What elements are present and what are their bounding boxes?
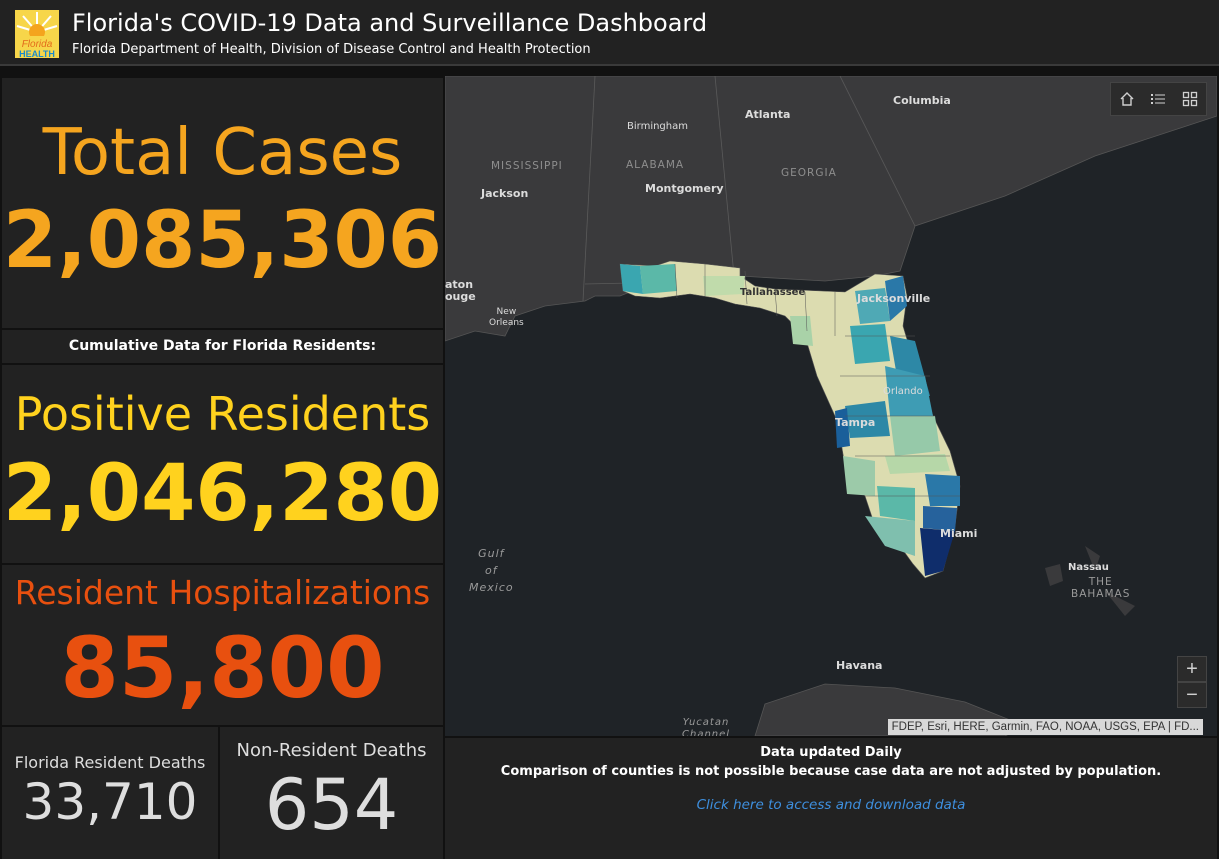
total-cases-value: 2,085,306 xyxy=(2,196,443,286)
map-label-havana: Havana xyxy=(836,659,883,672)
map-label-baton-rouge: aton ouge xyxy=(445,278,476,303)
data-updated-text: Data updated Daily xyxy=(760,745,902,760)
nonresident-deaths-value: 654 xyxy=(264,764,399,846)
map-label-orlando: Orlando xyxy=(883,386,923,397)
map-label-jacksonville: Jacksonville xyxy=(857,292,931,305)
page-title: Florida's COVID-19 Data and Surveillance… xyxy=(72,9,708,37)
svg-text:HEALTH: HEALTH xyxy=(19,49,55,58)
hospitalizations-value: 85,800 xyxy=(60,619,385,717)
page-subtitle: Florida Department of Health, Division o… xyxy=(72,42,591,57)
positive-residents-label: Positive Residents xyxy=(14,387,431,441)
resident-deaths-panel: Florida Resident Deaths 33,710 xyxy=(2,727,218,859)
nonresident-deaths-panel: Non-Resident Deaths 654 xyxy=(220,727,443,859)
map-label-birmingham: Birmingham xyxy=(627,121,688,132)
map-label-nassau: Nassau xyxy=(1068,562,1109,573)
download-data-link[interactable]: Click here to access and download data xyxy=(696,797,966,813)
map-label-tampa: Tampa xyxy=(835,416,876,429)
florida-county-map[interactable]: Columbia Atlanta Birmingham MISSISSIPPI … xyxy=(445,76,1217,736)
positive-residents-value: 2,046,280 xyxy=(2,449,443,539)
map-label-bahamas: THE BAHAMAS xyxy=(1071,576,1131,600)
basemap-grid-icon[interactable] xyxy=(1179,88,1201,110)
resident-deaths-value: 33,710 xyxy=(22,773,198,831)
map-label-georgia: GEORGIA xyxy=(781,167,837,179)
map-label-new-orleans: New Orleans xyxy=(489,307,524,328)
hospitalizations-panel: Resident Hospitalizations 85,800 xyxy=(2,565,443,725)
total-cases-label: Total Cases xyxy=(42,116,403,190)
hospitalizations-label: Resident Hospitalizations xyxy=(14,573,431,612)
info-panel: Data updated Daily Comparison of countie… xyxy=(445,738,1217,859)
resident-deaths-label: Florida Resident Deaths xyxy=(14,753,206,772)
cumulative-label: Cumulative Data for Florida Residents: xyxy=(68,338,377,354)
zoom-in-button[interactable]: + xyxy=(1177,656,1207,682)
cumulative-header-panel: Cumulative Data for Florida Residents: xyxy=(2,330,443,363)
map-label-miami: Miami xyxy=(940,527,978,540)
nonresident-deaths-label: Non-Resident Deaths xyxy=(236,740,427,761)
map-label-alabama: ALABAMA xyxy=(626,159,685,171)
list-icon[interactable] xyxy=(1147,88,1169,110)
zoom-out-button[interactable]: − xyxy=(1177,682,1207,708)
map-label-jackson: Jackson xyxy=(481,187,529,200)
map-label-gulf-of-mexico: Gulf of Mexico xyxy=(469,547,514,594)
map-label-tallahassee: Tallahassee xyxy=(740,287,806,298)
florida-health-logo: Florida HEALTH xyxy=(15,10,59,59)
svg-text:Florida: Florida xyxy=(22,39,53,50)
home-icon[interactable] xyxy=(1116,88,1138,110)
dashboard-header: Florida HEALTH Florida's COVID-19 Data a… xyxy=(0,0,1219,66)
map-label-montgomery: Montgomery xyxy=(645,182,724,195)
map-label-yucatan-channel: Yucatan Channel xyxy=(682,717,731,736)
map-canvas[interactable] xyxy=(445,76,1217,736)
positive-residents-panel: Positive Residents 2,046,280 xyxy=(2,365,443,563)
comparison-note-text: Comparison of counties is not possible b… xyxy=(500,764,1162,779)
map-label-mississippi: MISSISSIPPI xyxy=(491,160,563,172)
total-cases-panel: Total Cases 2,085,306 xyxy=(2,78,443,328)
map-toolbar xyxy=(1110,82,1207,116)
map-attribution: FDEP, Esri, HERE, Garmin, FAO, NOAA, USG… xyxy=(887,719,1203,735)
map-label-atlanta: Atlanta xyxy=(745,108,791,121)
map-label-columbia: Columbia xyxy=(893,94,951,107)
